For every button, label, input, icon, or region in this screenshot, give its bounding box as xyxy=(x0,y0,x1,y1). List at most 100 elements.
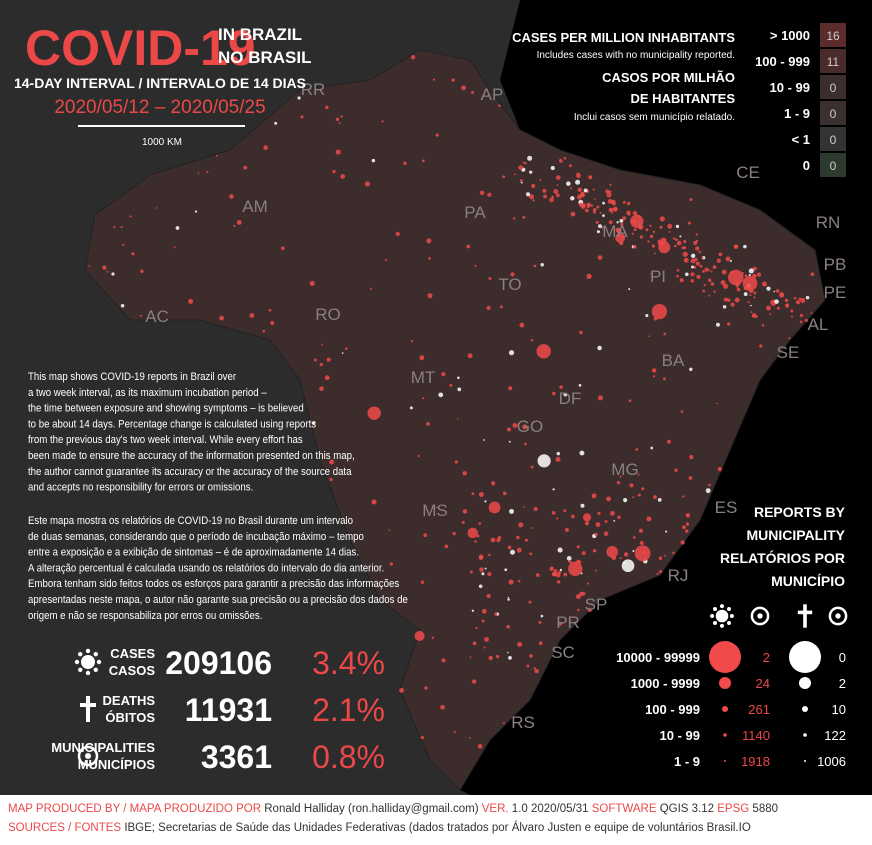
case-dot xyxy=(591,493,597,499)
case-dot xyxy=(507,596,510,599)
case-dot xyxy=(681,246,685,250)
case-dot xyxy=(367,406,381,420)
case-dot xyxy=(682,525,686,530)
state-label: AL xyxy=(808,315,829,334)
case-dot xyxy=(619,475,622,478)
case-dot xyxy=(673,244,677,248)
case-dot xyxy=(569,187,572,190)
case-dot xyxy=(488,655,493,661)
case-dot xyxy=(583,188,588,193)
case-dot xyxy=(608,190,612,194)
case-dot xyxy=(632,496,635,499)
case-dot xyxy=(622,200,626,204)
case-dot xyxy=(312,421,316,425)
case-dot xyxy=(619,218,624,223)
case-dot xyxy=(769,313,772,316)
total-value: 209106 xyxy=(165,645,272,681)
case-dot xyxy=(471,492,475,496)
case-dot xyxy=(478,522,482,525)
case-dot xyxy=(650,272,653,275)
legend-count: 2 xyxy=(763,650,770,665)
case-dot xyxy=(651,303,668,320)
case-dot xyxy=(722,305,727,309)
case-dot xyxy=(395,231,400,237)
cross-icon xyxy=(803,604,807,628)
case-dot xyxy=(665,530,668,533)
case-dot xyxy=(756,272,762,277)
case-dot xyxy=(477,744,483,749)
case-dot xyxy=(607,199,613,204)
case-dot xyxy=(557,547,563,553)
case-dot xyxy=(523,506,525,508)
state-label: MG xyxy=(611,460,638,479)
case-dot xyxy=(613,206,618,211)
case-dot xyxy=(774,299,779,304)
case-dot xyxy=(776,306,780,310)
case-dot xyxy=(551,511,556,515)
virus-icon xyxy=(727,621,731,625)
case-dot xyxy=(467,353,473,359)
footer-label: SOFTWARE xyxy=(592,803,657,815)
case-dot xyxy=(635,448,639,451)
case-dot xyxy=(457,387,462,392)
state-label: DF xyxy=(559,389,582,408)
case-dot xyxy=(690,279,695,283)
case-dot xyxy=(652,230,656,233)
case-dot xyxy=(441,658,446,663)
title: COVID-19 xyxy=(25,20,256,76)
legend-range: 1 - 9 xyxy=(674,754,700,769)
case-dot xyxy=(88,265,91,267)
case-dot xyxy=(471,679,477,684)
subtitle-pt: NO BRASIL xyxy=(218,48,312,67)
case-dot xyxy=(507,545,512,550)
case-dot xyxy=(603,531,609,536)
case-dot xyxy=(623,552,629,557)
case-dot xyxy=(335,149,341,155)
case-dots xyxy=(88,55,815,749)
description: This map shows COVID-19 reports in Brazi… xyxy=(28,370,408,622)
case-dot xyxy=(454,460,458,464)
legend-symbol xyxy=(804,760,806,762)
case-dot xyxy=(419,355,425,361)
case-dot xyxy=(219,315,224,321)
legend-symbol xyxy=(789,641,821,673)
case-dot xyxy=(490,537,496,543)
case-dot xyxy=(705,488,711,494)
scale-label: 1000 KM xyxy=(142,137,182,148)
case-dot xyxy=(486,305,491,311)
case-dot xyxy=(474,264,477,267)
case-dot xyxy=(805,295,810,300)
state-label: BA xyxy=(662,351,685,370)
case-dot xyxy=(704,267,709,272)
footer-label: VER. xyxy=(482,803,509,815)
case-dot xyxy=(708,294,711,297)
case-dot xyxy=(621,559,635,573)
case-dot xyxy=(795,300,801,305)
case-dot xyxy=(553,189,559,194)
case-dot xyxy=(690,253,696,258)
case-dot xyxy=(140,269,144,273)
case-dot xyxy=(695,261,700,266)
case-dot xyxy=(509,508,515,514)
case-dot xyxy=(469,570,473,574)
case-dot xyxy=(641,487,645,491)
case-dot xyxy=(542,188,547,193)
case-dot xyxy=(752,266,757,271)
legend-title: CASOS POR MILHÃO xyxy=(602,70,735,85)
case-dot xyxy=(725,256,731,262)
case-dot xyxy=(559,568,563,572)
case-dot xyxy=(582,513,592,522)
description-line: apresentadas neste mapa, o autor não gar… xyxy=(28,593,408,606)
case-dot xyxy=(483,439,486,441)
case-dot xyxy=(690,272,695,277)
case-dot xyxy=(743,280,746,283)
case-dot xyxy=(791,315,793,318)
case-dot xyxy=(556,580,561,584)
municipality-icon xyxy=(828,606,848,626)
state-label: PA xyxy=(464,203,486,222)
case-dot xyxy=(527,155,533,161)
case-dot xyxy=(475,626,478,630)
case-dot xyxy=(701,256,704,259)
case-dot xyxy=(668,230,671,233)
case-dot xyxy=(549,566,554,571)
